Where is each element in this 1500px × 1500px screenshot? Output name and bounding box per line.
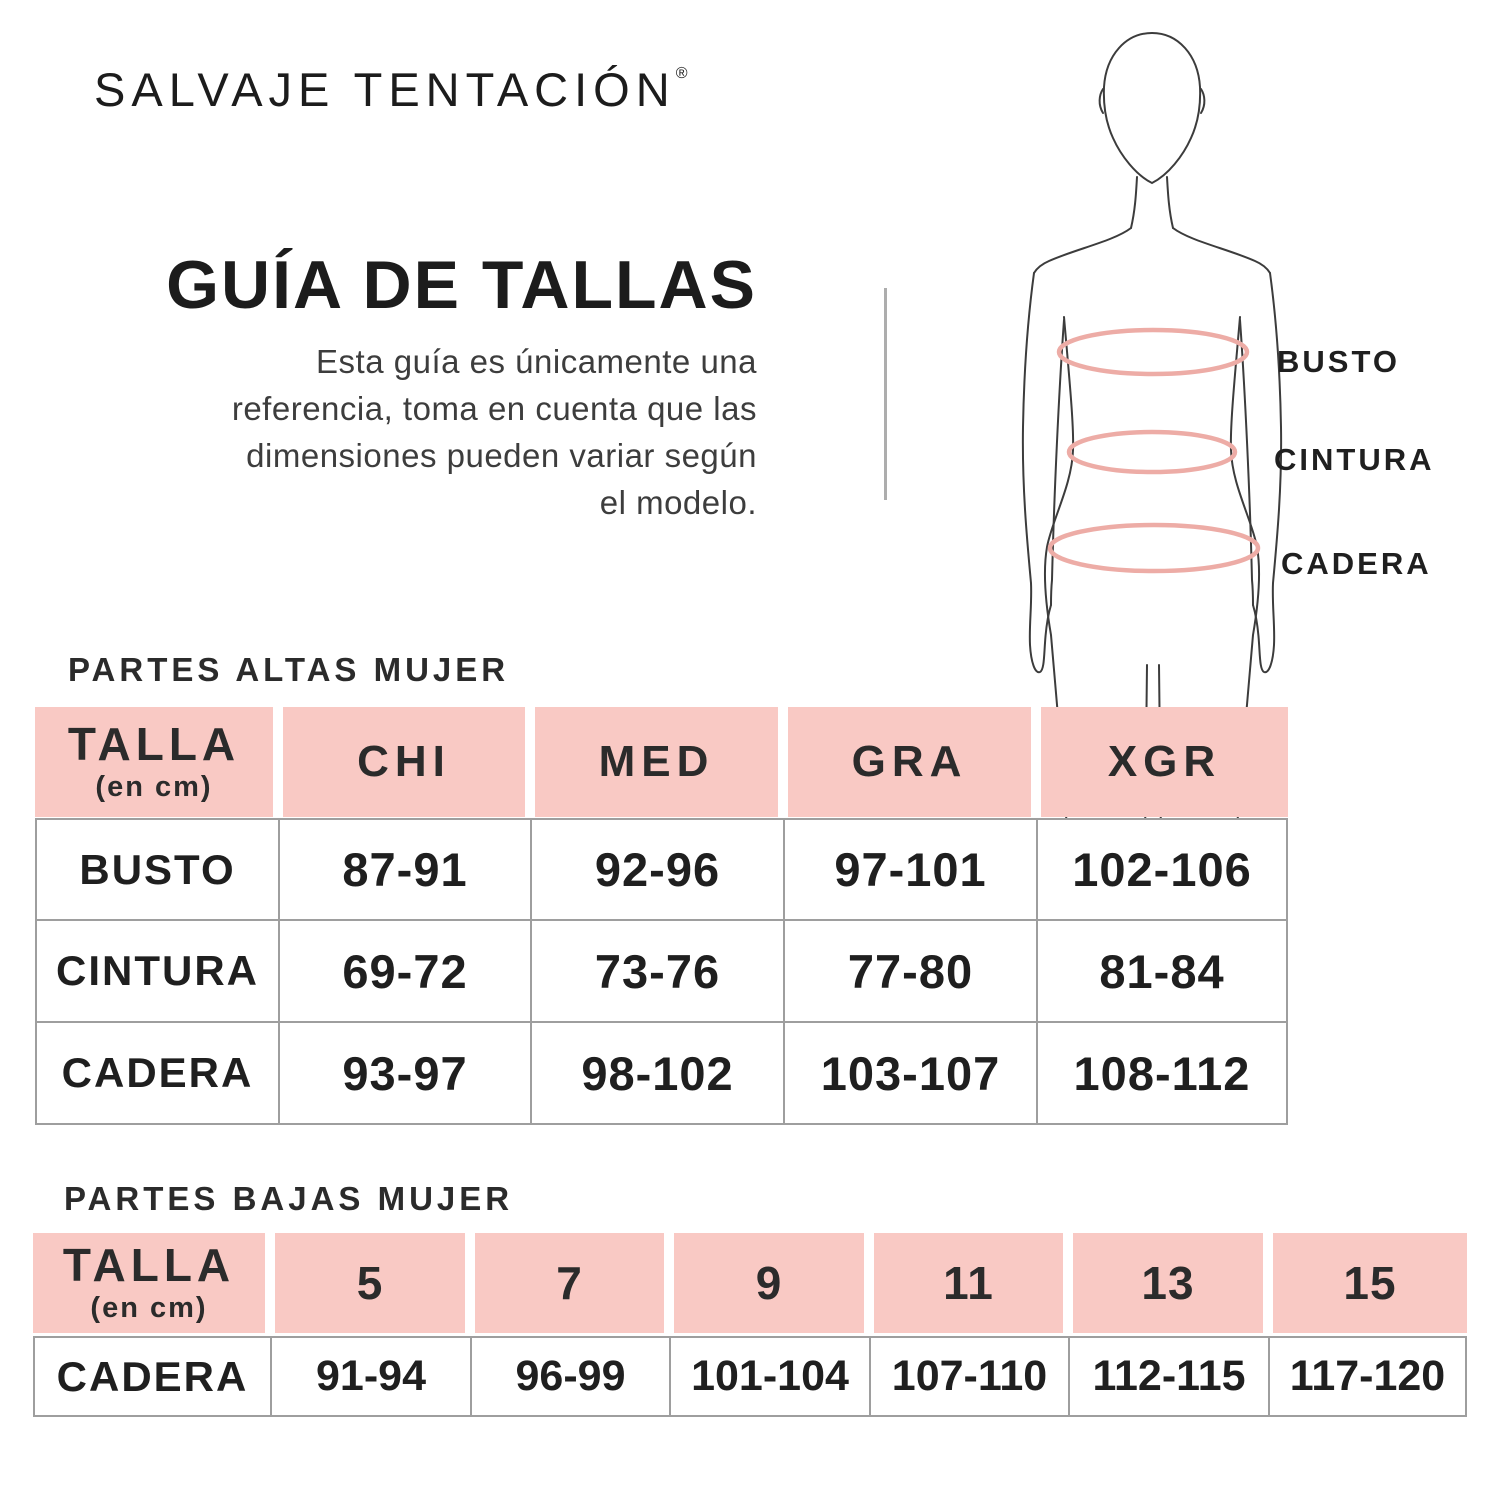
size-header-unit: (en cm): [90, 1291, 208, 1324]
upper-body-table-heading: PARTES ALTAS MUJER: [68, 651, 510, 688]
column-header-gra: GRA: [788, 707, 1031, 817]
bust-label: BUSTO: [1277, 344, 1400, 379]
column-header-11: 11: [874, 1233, 1063, 1333]
figure-shoulder-right: [1172, 227, 1271, 274]
table-cell: 107-110: [871, 1338, 1070, 1417]
hip-measure-line: [1047, 522, 1261, 574]
table-cell: 73-76: [532, 921, 785, 1023]
column-header-15: 15: [1273, 1233, 1467, 1333]
row-label-cadera: CADERA: [37, 1023, 280, 1125]
vertical-divider: [884, 288, 887, 500]
size-header-cell: TALLA (en cm): [33, 1233, 265, 1333]
table-cell: 93-97: [280, 1023, 532, 1125]
brand-name: SALVAJE TENTACIÓN: [94, 63, 676, 116]
table-cell: 98-102: [532, 1023, 785, 1125]
figure-shoulder-left: [1033, 227, 1132, 274]
figure-left-arm-inner: [1050, 319, 1065, 606]
column-header-5: 5: [275, 1233, 465, 1333]
table-cell: 91-94: [272, 1338, 472, 1417]
table-cell: 96-99: [472, 1338, 671, 1417]
table-cell: 97-101: [785, 820, 1038, 921]
title-block: GUÍA DE TALLAS Esta guía es únicamente u…: [87, 248, 757, 526]
figure-neck-right: [1166, 176, 1174, 229]
column-header-xgr: XGR: [1041, 707, 1288, 817]
lower-body-table-body: CADERA 91-94 96-99 101-104 107-110 112-1…: [33, 1336, 1467, 1417]
column-header-13: 13: [1073, 1233, 1263, 1333]
table-cell: 112-115: [1070, 1338, 1270, 1417]
intro-line: Esta guía es únicamente una: [316, 343, 757, 380]
column-header-9: 9: [674, 1233, 864, 1333]
figure-right-arm-outer: [1252, 272, 1283, 674]
waist-measure-line: [1066, 429, 1238, 475]
intro-line: dimensiones pueden variar según: [246, 437, 757, 474]
lower-body-table-header-row: TALLA (en cm) 5 7 9 11 13 15: [33, 1233, 1467, 1333]
size-header-cell: TALLA (en cm): [35, 707, 273, 817]
figure-neck-left: [1130, 176, 1138, 229]
upper-body-table-header-row: TALLA (en cm) CHI MED GRA XGR: [35, 707, 1288, 817]
brand-logo: SALVAJE TENTACIÓN®: [94, 62, 687, 117]
intro-line: el modelo.: [599, 484, 757, 521]
figure-left-arm-outer: [1021, 272, 1052, 674]
intro-line: referencia, toma en cuenta que las: [231, 390, 757, 427]
table-cell: 102-106: [1038, 820, 1288, 921]
size-header-title: TALLA: [62, 1238, 236, 1291]
table-cell: 69-72: [280, 921, 532, 1023]
table-cell: 92-96: [532, 820, 785, 921]
table-cell: 101-104: [671, 1338, 871, 1417]
waist-label: CINTURA: [1274, 442, 1435, 477]
lower-body-table-heading: PARTES BAJAS MUJER: [64, 1180, 514, 1217]
table-cell: 103-107: [785, 1023, 1038, 1125]
column-header-chi: CHI: [283, 707, 525, 817]
table-cell: 87-91: [280, 820, 532, 921]
size-header-title: TALLA: [67, 717, 241, 770]
page-title: GUÍA DE TALLAS: [166, 247, 757, 323]
bust-measure-line: [1056, 327, 1250, 377]
row-label-cadera: CADERA: [35, 1338, 272, 1417]
row-label-cintura: CINTURA: [37, 921, 280, 1023]
intro-paragraph: Esta guía es únicamente una referencia, …: [87, 338, 757, 526]
figure-left-ear: [1098, 88, 1104, 114]
figure-right-ear: [1200, 88, 1206, 114]
table-cell: 77-80: [785, 921, 1038, 1023]
size-header-unit: (en cm): [95, 770, 213, 803]
table-cell: 108-112: [1038, 1023, 1288, 1125]
registered-trademark-icon: ®: [675, 65, 688, 82]
row-label-busto: BUSTO: [37, 820, 280, 921]
column-header-7: 7: [475, 1233, 664, 1333]
table-cell: 81-84: [1038, 921, 1288, 1023]
figure-head-outline: [1102, 31, 1202, 185]
hip-label: CADERA: [1281, 546, 1432, 581]
upper-body-table-body: BUSTO 87-91 92-96 97-101 102-106 CINTURA…: [35, 818, 1288, 1125]
table-cell: 117-120: [1270, 1338, 1467, 1417]
column-header-med: MED: [535, 707, 778, 817]
